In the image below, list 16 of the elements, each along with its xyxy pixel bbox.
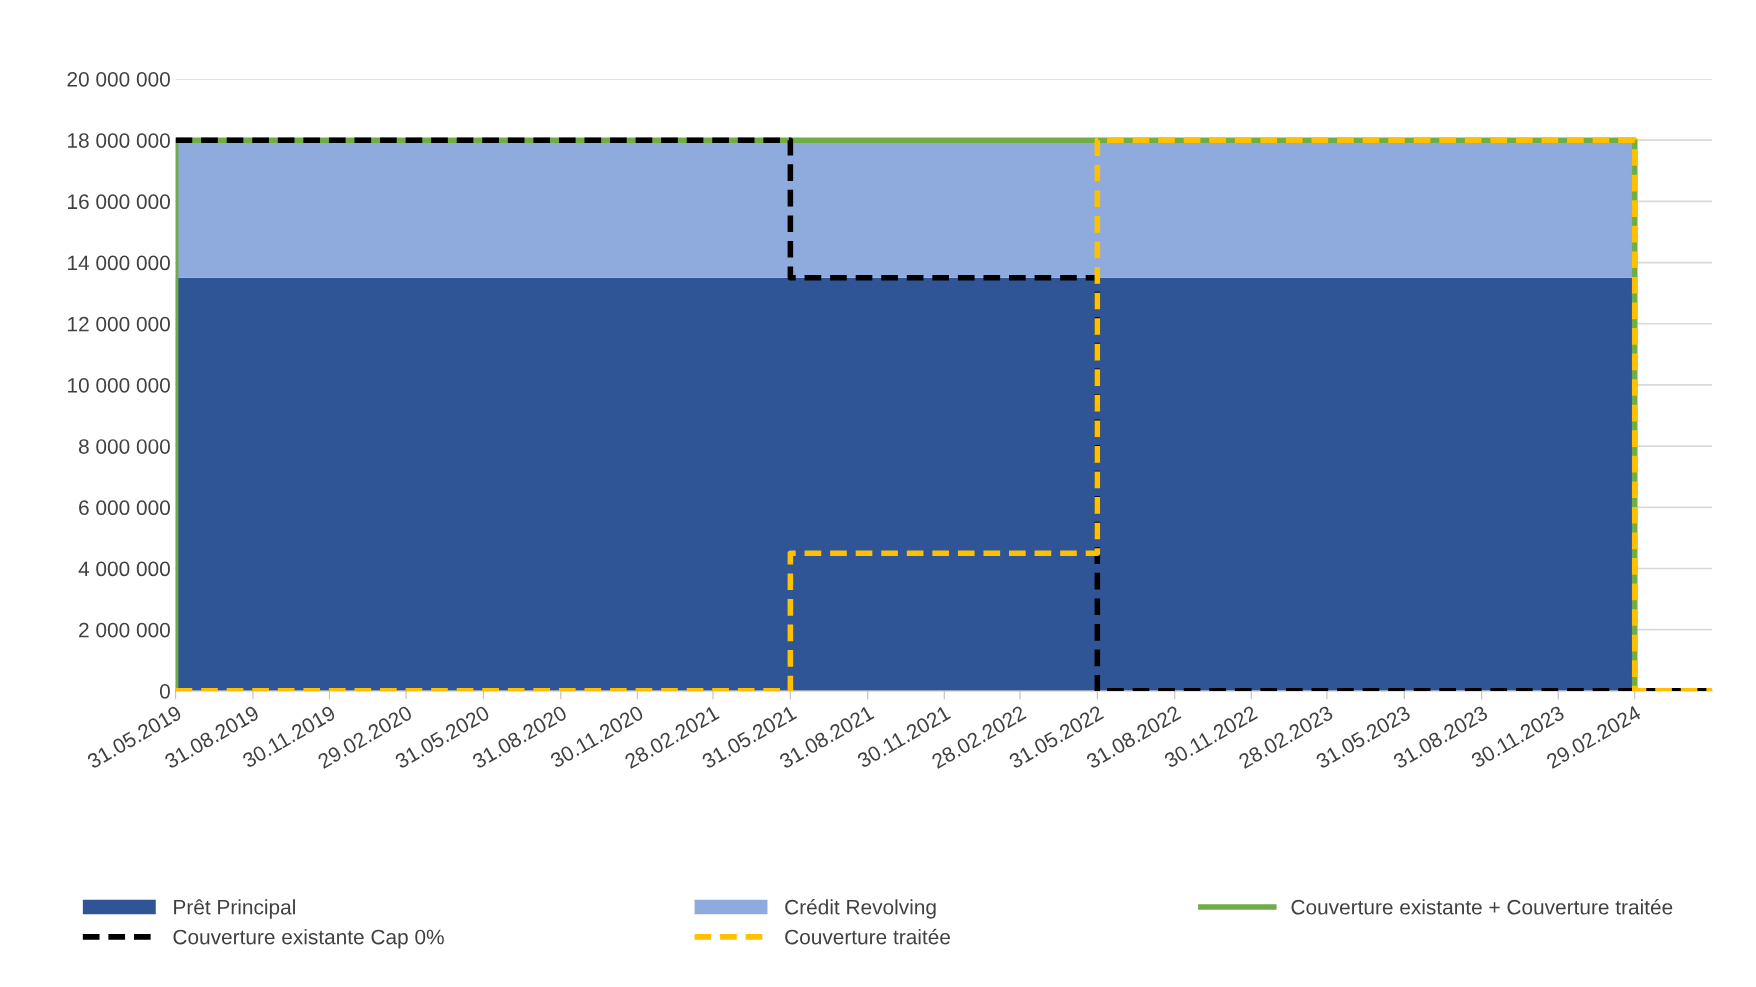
y-tick-label: 4 000 000 [78, 561, 170, 577]
y-tick-label: 16 000 000 [68, 194, 170, 210]
y-tick-label: 2 000 000 [79, 622, 170, 638]
legend-label: Couverture existante + Couverture traitée [1291, 899, 1673, 915]
legend-label: Prêt Principal [174, 899, 295, 919]
legend-label: Crédit Revolving [785, 899, 936, 919]
y-tick-label: 14 000 000 [68, 255, 170, 271]
legend-label: Couverture existante Cap 0% [173, 929, 444, 949]
y-tick-label: 8 000 000 [78, 439, 170, 454]
y-tick-label: 0 [159, 683, 170, 699]
y-tick-label: 10 000 000 [68, 377, 170, 393]
y-tick-label: 20 000 000 [67, 71, 170, 87]
legend-label: Couverture traitée [785, 928, 950, 945]
y-tick-label: 12 000 000 [68, 316, 170, 332]
y-tick-label: 18 000 000 [68, 133, 170, 148]
y-tick-label: 6 000 000 [79, 500, 170, 516]
